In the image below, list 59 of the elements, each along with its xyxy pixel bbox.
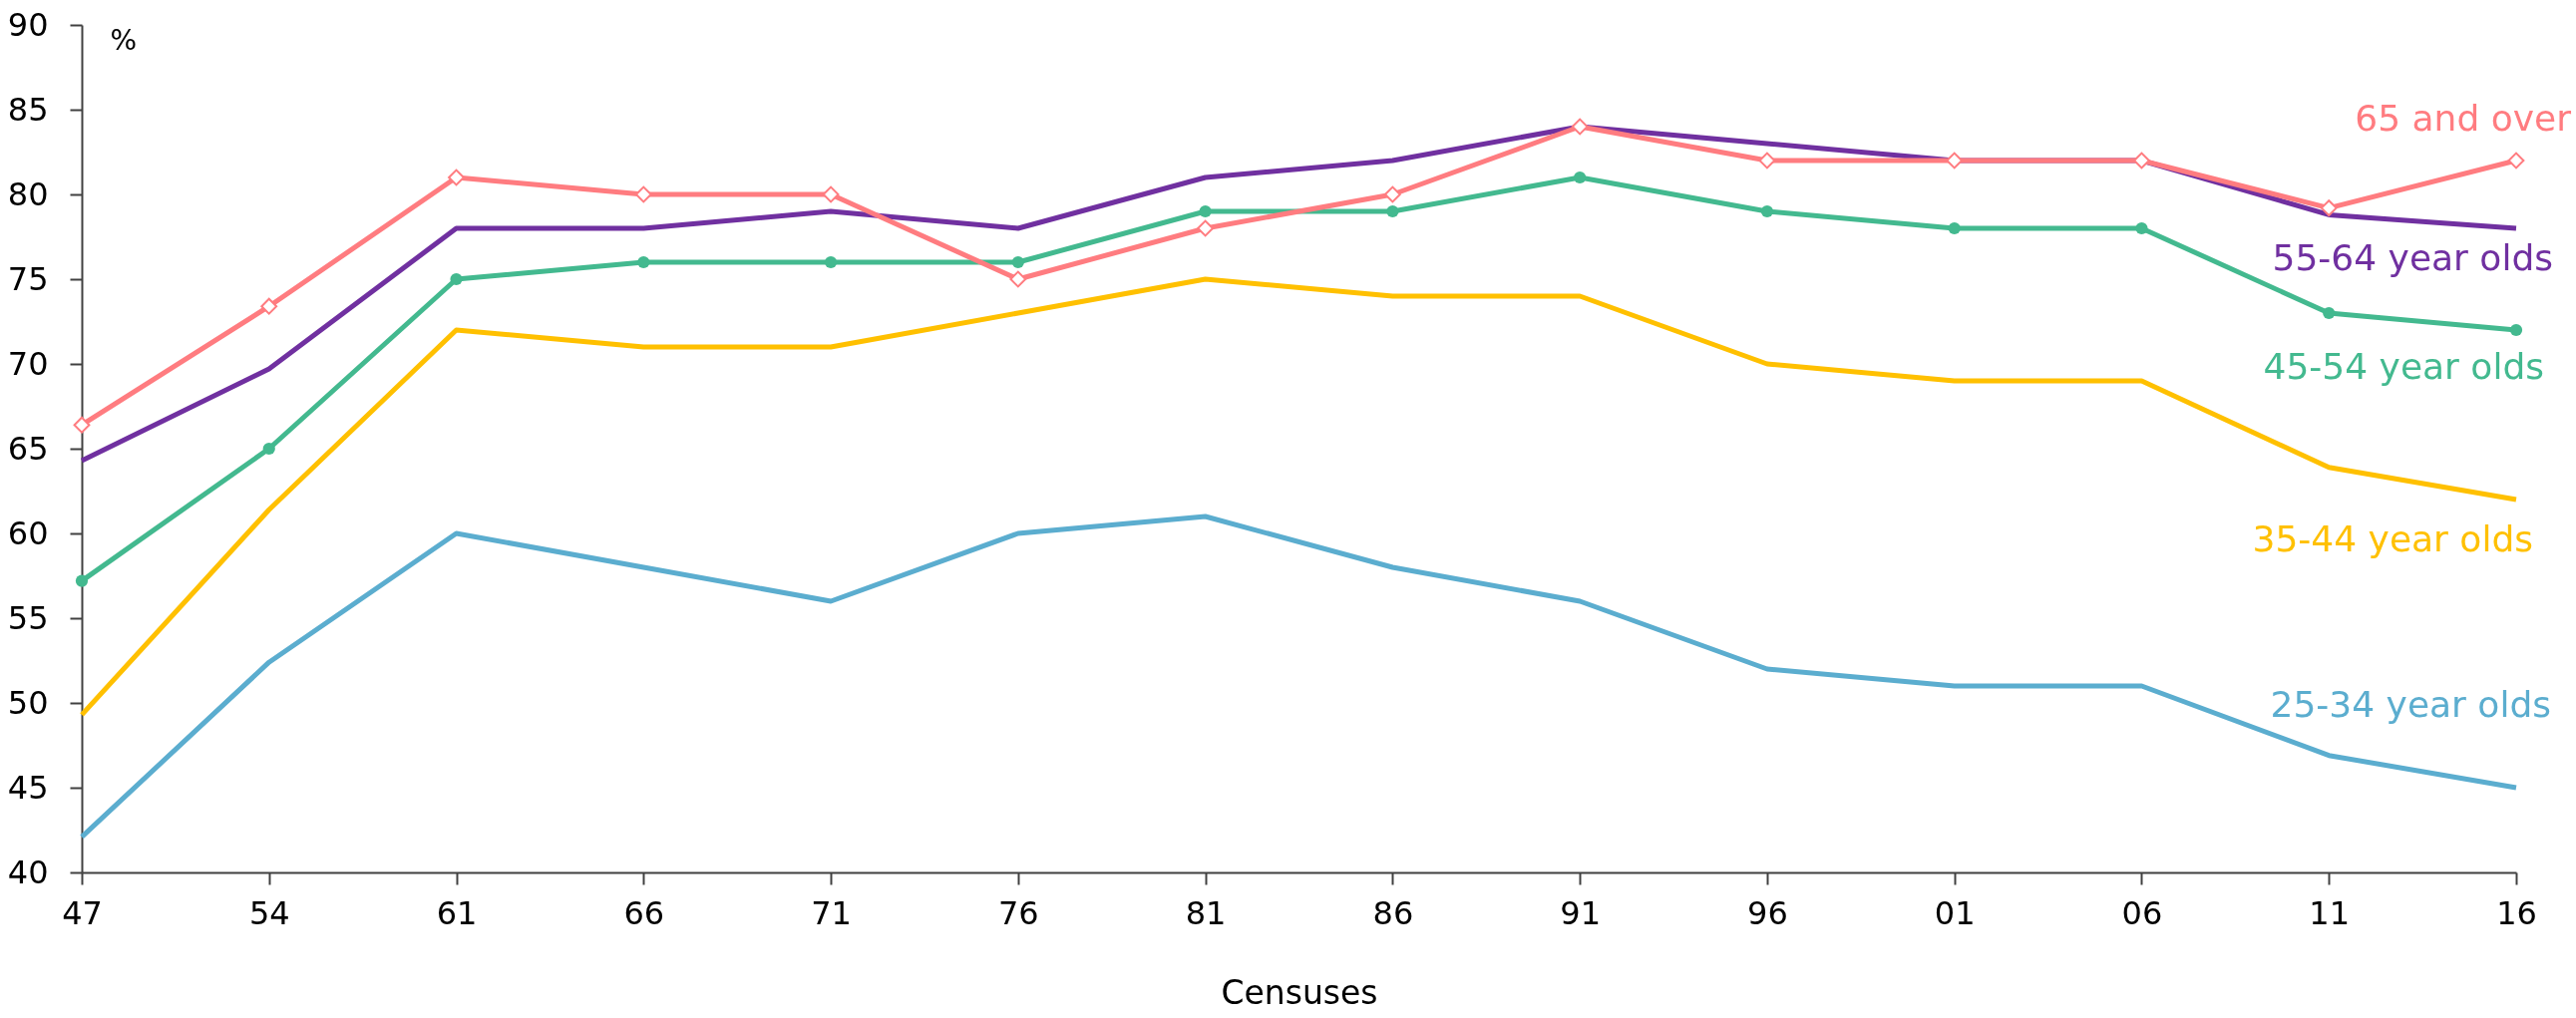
x-axis-title: Censuses <box>1221 972 1378 1012</box>
y-tick-label: 60 <box>7 513 49 552</box>
y-tick-label: 85 <box>7 90 49 129</box>
point <box>2509 323 2523 337</box>
point <box>2135 221 2148 235</box>
point <box>1009 270 1027 288</box>
y-axis-title: % <box>110 23 138 57</box>
series-label: 55-64 year olds <box>2272 237 2553 278</box>
point <box>2323 306 2336 320</box>
x-tick-label: 11 <box>2309 893 2351 932</box>
point <box>75 574 89 587</box>
point <box>1011 255 1024 269</box>
point <box>2507 152 2525 170</box>
y-tick-label: 80 <box>7 174 49 213</box>
x-tick-label: 61 <box>436 893 478 932</box>
y-tick-label: 55 <box>7 598 49 637</box>
x-tick-label: 54 <box>248 893 290 932</box>
point <box>2320 199 2338 217</box>
point <box>637 255 650 269</box>
x-tick-label: 81 <box>1185 893 1227 932</box>
y-tick-label: 50 <box>7 683 49 722</box>
x-tick-label: 91 <box>1560 893 1602 932</box>
point <box>2133 152 2150 170</box>
point <box>73 416 91 434</box>
x-tick-label: 86 <box>1372 893 1414 932</box>
point <box>1571 118 1589 136</box>
y-tick-label: 75 <box>7 259 49 298</box>
point <box>448 169 465 186</box>
x-tick-label: 66 <box>623 893 665 932</box>
series-label: 45-54 year olds <box>2263 346 2544 387</box>
x-tick-label: 76 <box>997 893 1039 932</box>
point <box>262 442 275 456</box>
x-tick-label: 71 <box>811 893 852 932</box>
y-tick-label: 45 <box>7 768 49 807</box>
series-label: 65 and over <box>2355 98 2572 139</box>
y-tick-label: 90 <box>7 5 49 44</box>
point <box>1197 219 1215 237</box>
y-tick-label: 65 <box>7 429 49 468</box>
x-tick-label: 06 <box>2121 893 2163 932</box>
point <box>1948 221 1961 235</box>
point <box>1383 185 1401 203</box>
y-tick-label: 40 <box>7 852 49 891</box>
point <box>260 297 278 315</box>
x-tick-label: 96 <box>1747 893 1788 932</box>
point <box>634 185 652 203</box>
series-label: 35-44 year olds <box>2252 518 2533 559</box>
y-tick-label: 70 <box>7 344 49 383</box>
point <box>1199 204 1212 218</box>
point <box>1760 204 1774 218</box>
x-tick-label: 47 <box>62 893 103 932</box>
x-tick-label: 16 <box>2496 893 2537 932</box>
point <box>822 185 840 203</box>
point <box>1574 170 1587 184</box>
point <box>450 272 463 286</box>
series-label: 25-34 year olds <box>2270 684 2551 725</box>
point <box>824 255 838 269</box>
point <box>1758 152 1776 170</box>
x-tick-label: 01 <box>1934 893 1976 932</box>
point <box>1386 204 1399 218</box>
